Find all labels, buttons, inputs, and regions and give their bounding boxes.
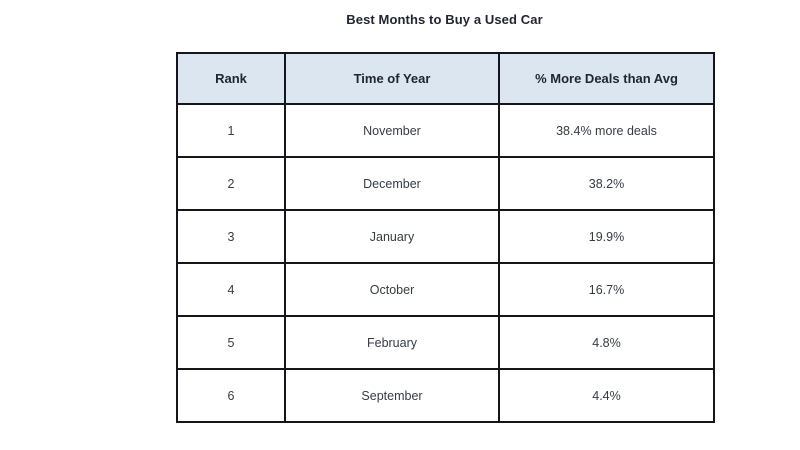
cell-deals: 38.2% [498,156,715,211]
cell-month: December [284,156,500,211]
table-header-row: Rank Time of Year % More Deals than Avg [176,52,715,105]
cell-rank: 1 [176,103,286,158]
table-row: 3 January 19.9% [176,209,715,264]
cell-month: November [284,103,500,158]
cell-deals: 4.4% [498,368,715,423]
cell-month: January [284,209,500,264]
cell-deals: 4.8% [498,315,715,370]
table-row: 1 November 38.4% more deals [176,103,715,158]
cell-deals: 16.7% [498,262,715,317]
deals-table: Rank Time of Year % More Deals than Avg … [176,52,715,423]
cell-month: October [284,262,500,317]
table-row: 6 September 4.4% [176,368,715,423]
table-row: 4 October 16.7% [176,262,715,317]
cell-rank: 2 [176,156,286,211]
table-row: 5 February 4.8% [176,315,715,370]
cell-rank: 4 [176,262,286,317]
deals-table-container: Rank Time of Year % More Deals than Avg … [176,52,715,423]
cell-deals: 19.9% [498,209,715,264]
cell-rank: 3 [176,209,286,264]
cell-rank: 6 [176,368,286,423]
page-title: Best Months to Buy a Used Car [346,12,543,27]
cell-rank: 5 [176,315,286,370]
column-header-rank: Rank [176,52,286,105]
cell-month: February [284,315,500,370]
column-header-deals: % More Deals than Avg [498,52,715,105]
cell-month: September [284,368,500,423]
table-row: 2 December 38.2% [176,156,715,211]
column-header-month: Time of Year [284,52,500,105]
cell-deals: 38.4% more deals [498,103,715,158]
